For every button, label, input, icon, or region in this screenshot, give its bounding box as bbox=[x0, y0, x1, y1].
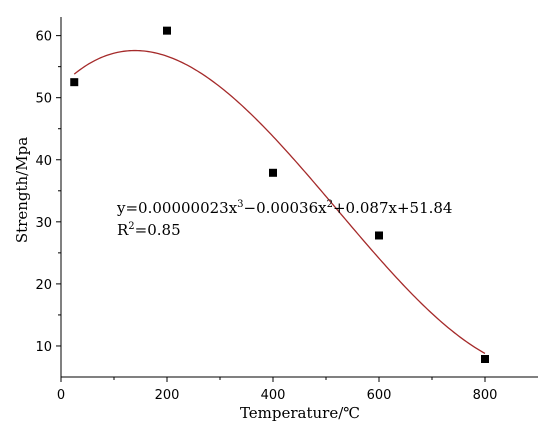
x-ticks: 0 200 400 600 800 bbox=[57, 377, 498, 403]
r2-exponent: 2 bbox=[128, 221, 134, 232]
equation-part: y=0.00000023x bbox=[116, 199, 238, 217]
y-tick-label: 40 bbox=[35, 154, 52, 169]
axes bbox=[60, 17, 538, 378]
data-points bbox=[70, 26, 489, 363]
data-point bbox=[70, 78, 79, 87]
y-axis-title: Strength/Mpa bbox=[13, 137, 31, 243]
x-tick-label: 600 bbox=[367, 388, 392, 403]
y-tick-label: 60 bbox=[35, 30, 52, 45]
data-point bbox=[269, 168, 277, 177]
y-tick-label: 10 bbox=[35, 340, 52, 355]
fit-curve bbox=[73, 49, 486, 354]
equation-part: +0.087x+51.84 bbox=[333, 199, 452, 217]
r-squared: R2=0.85 bbox=[117, 221, 181, 239]
data-point bbox=[163, 26, 171, 35]
y-tick-label: 50 bbox=[35, 92, 52, 107]
x-tick-label: 800 bbox=[473, 388, 498, 403]
x-tick-label: 400 bbox=[261, 388, 286, 403]
x-tick-label: 0 bbox=[57, 388, 65, 403]
data-point bbox=[375, 231, 383, 240]
equation-part: −0.00036x bbox=[244, 199, 328, 217]
y-tick-label: 30 bbox=[35, 216, 52, 231]
y-tick-label: 20 bbox=[35, 278, 52, 293]
x-axis-title: Temperature/℃ bbox=[240, 404, 360, 422]
r2-part: =0.85 bbox=[135, 221, 181, 239]
equation-exponent: 3 bbox=[237, 199, 243, 210]
fit-equation: y=0.00000023x3−0.00036x2+0.087x+51.84 bbox=[116, 199, 452, 217]
equation-exponent: 2 bbox=[327, 199, 333, 210]
data-point bbox=[481, 355, 489, 363]
x-tick-label: 200 bbox=[155, 388, 180, 403]
y-ticks: 10 20 30 40 50 60 bbox=[35, 30, 61, 355]
r2-part: R bbox=[117, 221, 129, 239]
